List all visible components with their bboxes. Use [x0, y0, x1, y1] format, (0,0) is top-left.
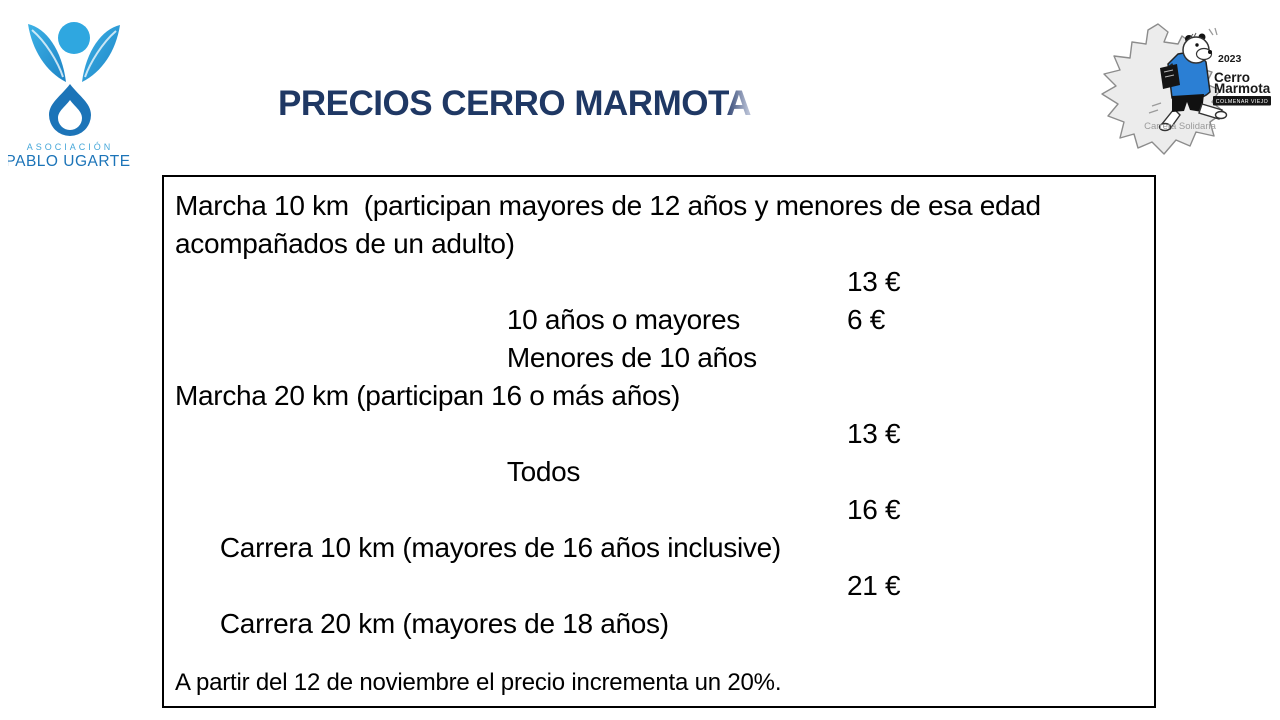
marmota-name2: Marmota — [1214, 81, 1271, 96]
apu-figure-icon: ASOCIACIÓN PABLO UGARTE — [5, 22, 131, 170]
apu-org-line1: ASOCIACIÓN — [27, 142, 114, 152]
price-value: 6 € — [847, 304, 886, 335]
section-marcha20: Marcha 20 km (participan 16 o más años) — [175, 380, 680, 411]
marmota-badge-label: COLMENAR VIEJO — [1216, 99, 1268, 105]
price-increase-note: A partir del 12 de noviembre el precio i… — [175, 669, 782, 696]
price-row-label: Carrera 20 km (mayores de 18 años) — [219, 608, 669, 639]
price-row-marcha10-menores: Menores de 10 años 6 € — [175, 301, 1154, 373]
price-row-label: Menores de 10 años — [506, 342, 757, 373]
price-row-label: Todos — [506, 456, 581, 487]
price-row-label: Carrera 10 km (mayores de 16 años inclus… — [219, 532, 781, 563]
marmot-map-icon: Carrera Solidaria 2023 Cerro Marmota COL… — [1101, 23, 1271, 155]
marmota-badge-bg — [1213, 96, 1271, 106]
marmota-caption: Carrera Solidaria — [1144, 121, 1217, 132]
price-value: 13 € — [847, 266, 901, 297]
marmota-year: 2023 — [1218, 53, 1242, 65]
price-value: 13 € — [847, 418, 901, 449]
apu-org-line2: PABLO UGARTE — [8, 153, 131, 170]
pricing-box: Marcha 10 km (participan mayores de 12 a… — [162, 175, 1156, 708]
page-title-faded-letter: A — [726, 84, 752, 123]
price-row-marcha20-todos: Todos 13 € — [175, 415, 1154, 487]
intro-line-2: acompañados de un adulto) — [175, 228, 515, 259]
intro-line-1: Marcha 10 km (participan mayores de 12 a… — [175, 190, 1041, 221]
price-value: 16 € — [847, 494, 901, 525]
price-row-label: 10 años o mayores — [506, 304, 740, 335]
price-row-carrera10: Carrera 10 km (mayores de 16 años inclus… — [175, 491, 1154, 563]
cerro-marmota-logo: Carrera Solidaria 2023 Cerro Marmota COL… — [1092, 12, 1277, 172]
page-title: PRECIOS CERRO MARMOTA — [278, 84, 752, 124]
price-row-marcha10-mayores: 10 años o mayores 13 € — [175, 263, 1154, 335]
apu-logo: ASOCIACIÓN PABLO UGARTE — [5, 4, 158, 177]
price-row-carrera20: Carrera 20 km (mayores de 18 años) 21 € — [175, 567, 1154, 639]
page-title-main: PRECIOS CERRO MARMOT — [278, 84, 727, 123]
marmota-name1: Cerro — [1214, 70, 1250, 85]
price-value: 21 € — [847, 570, 901, 601]
